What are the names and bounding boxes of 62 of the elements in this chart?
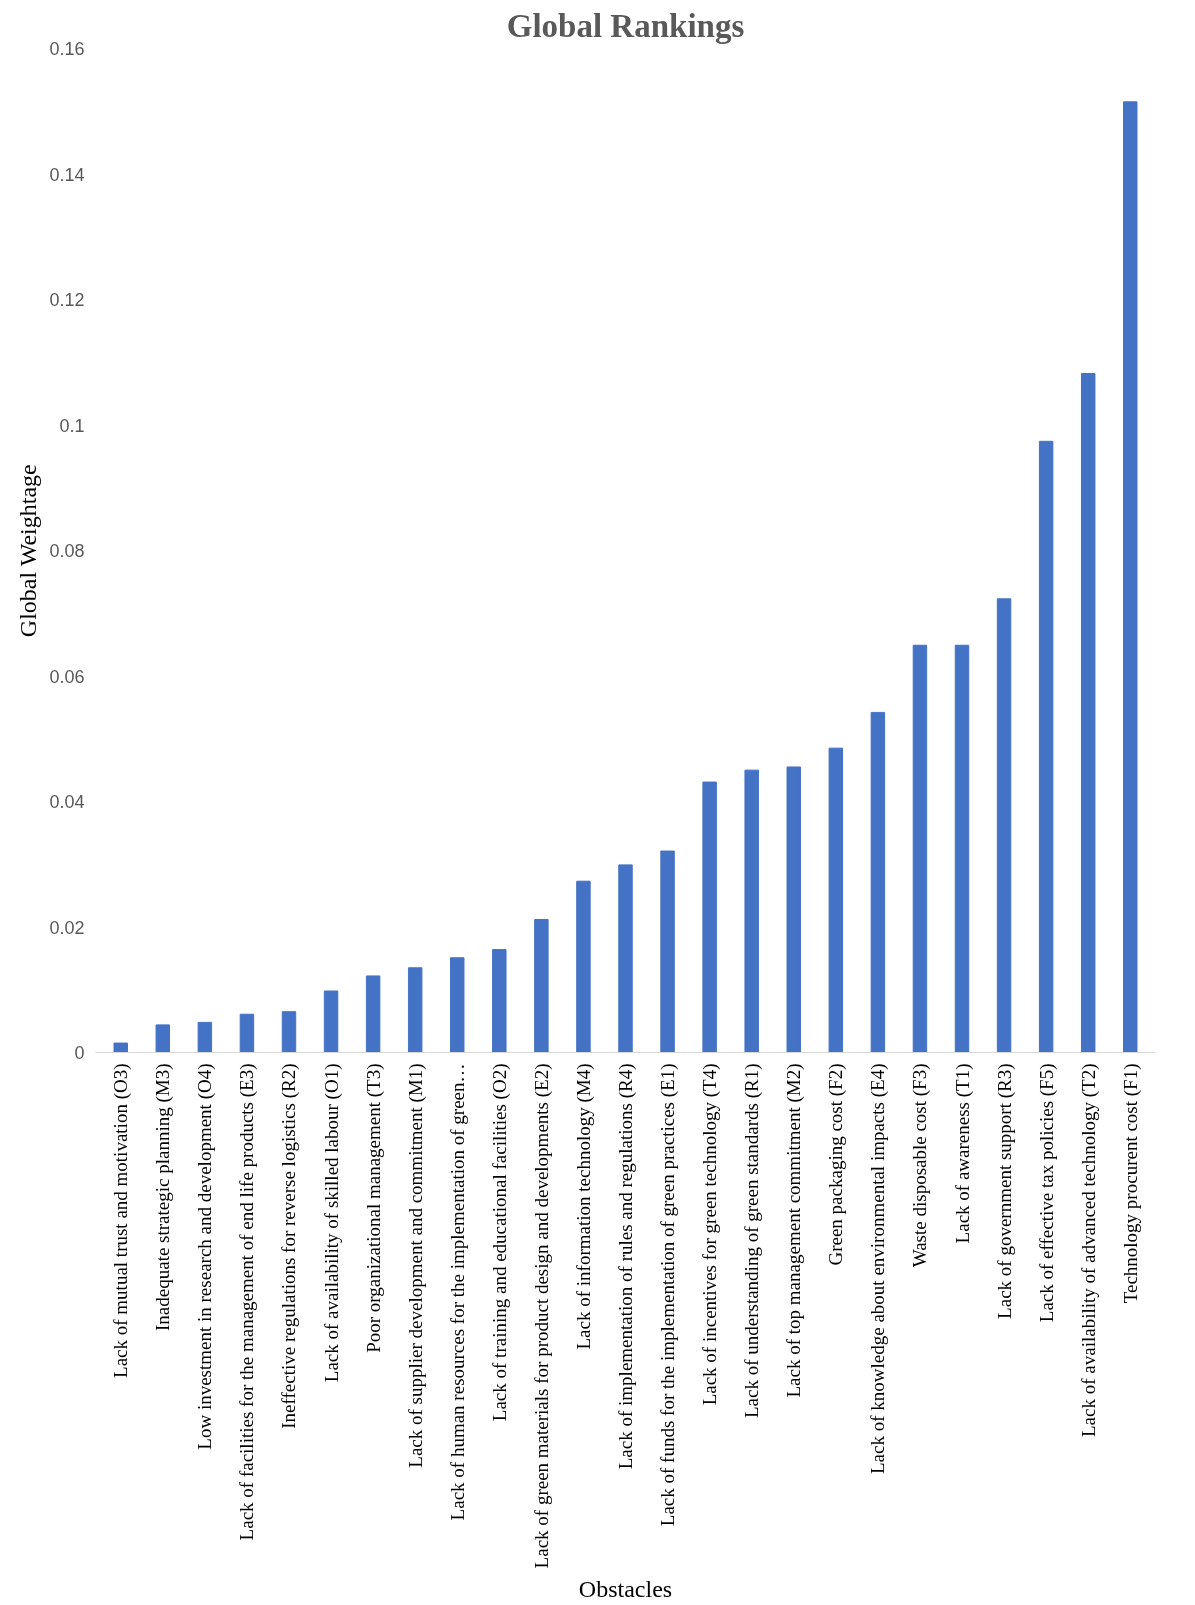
bar (744, 769, 759, 1053)
y-tick-label: 0 (74, 1043, 85, 1063)
x-tick-label: Lack of mutual trust and motivation (O3) (110, 1063, 133, 1378)
x-tick-label: Lack of government support (R3) (993, 1063, 1016, 1319)
x-tick-label: Lack of awareness (T1) (951, 1063, 974, 1244)
bar (534, 918, 549, 1053)
x-tick-label: Technology procurent cost (F1) (1119, 1063, 1142, 1304)
x-tick-label: Lack of availability of skilled labour (O1) (320, 1063, 343, 1383)
bar (1080, 373, 1096, 1053)
bar (239, 1013, 255, 1053)
x-tick-label: Lack of green materials for product design and developments (E2) (530, 1063, 553, 1569)
x-tick-label: Lack of human resources for the implementation of green… (446, 1063, 468, 1521)
y-tick-label: 0.04 (49, 792, 85, 812)
bar (155, 1024, 171, 1053)
y-tick-label: 0.08 (49, 541, 85, 561)
bar (660, 850, 675, 1053)
x-axis-title: Obstacles (578, 1576, 673, 1603)
x-tick-label: Low investment in research and development (O4) (194, 1063, 217, 1450)
x-tick-label: Lack of understanding of green standards (R1) (741, 1063, 764, 1419)
bar (197, 1021, 213, 1053)
bar (828, 747, 844, 1053)
bar (996, 598, 1012, 1053)
bar (407, 967, 423, 1053)
x-tick-label: Ineffective regulations for reverse logistics (R2) (278, 1063, 301, 1429)
bar (870, 711, 886, 1053)
x-tick-label: Lack of knowledge about environmental impacts (E4) (867, 1063, 890, 1474)
bar (1038, 440, 1054, 1053)
x-tick-label: Lack of information technology (M4) (572, 1063, 595, 1350)
bar (323, 990, 339, 1053)
x-tick-label: Poor organizational management (T3) (362, 1063, 385, 1353)
y-tick-label: 0.06 (49, 666, 85, 687)
x-tick-label: Lack of effective tax policies (F5) (1035, 1063, 1058, 1323)
bar (576, 880, 591, 1053)
x-tick-label: Waste disposable cost (F3) (909, 1063, 932, 1268)
bar (492, 949, 507, 1053)
chart-title: Global Rankings (506, 7, 745, 44)
x-tick-label: Lack of implementation of rules and regulations (R4) (615, 1063, 637, 1470)
bar (786, 766, 801, 1053)
x-tick-label: Inadequate strategic planning (M3) (152, 1063, 175, 1331)
y-tick-label: 0.12 (49, 290, 85, 310)
x-tick-label: Lack of training and educational facilities (O2) (488, 1063, 511, 1422)
x-tick-label: Lack of availability of advanced technology (T2) (1077, 1063, 1100, 1438)
y-tick-label: 0.02 (49, 917, 85, 938)
bar (113, 1042, 128, 1053)
x-tick-label: Lack of incentives for green technology (T4) (699, 1063, 722, 1406)
bar (281, 1011, 297, 1053)
y-tick-label: 0.16 (49, 39, 85, 59)
y-tick-label: 0.14 (49, 164, 85, 185)
bar (912, 644, 928, 1053)
bar (954, 644, 970, 1053)
x-tick-label: Lack of facilities for the management of end life products (E3) (236, 1063, 259, 1541)
bar (1123, 101, 1138, 1053)
x-tick-label: Lack of supplier development and commitment (M1) (404, 1063, 427, 1468)
y-tick-label: 0.1 (59, 415, 85, 436)
x-tick-label: Green packaging cost (F2) (825, 1063, 848, 1266)
bar (618, 864, 633, 1053)
x-tick-label: Lack of funds for the implementation of green practices (E1) (657, 1063, 680, 1527)
x-tick-label: Lack of top management commitment (M2) (783, 1063, 806, 1398)
y-axis-title: Global Weightage (15, 464, 42, 638)
bar (365, 975, 381, 1053)
bar (450, 957, 465, 1053)
bar (702, 781, 717, 1053)
